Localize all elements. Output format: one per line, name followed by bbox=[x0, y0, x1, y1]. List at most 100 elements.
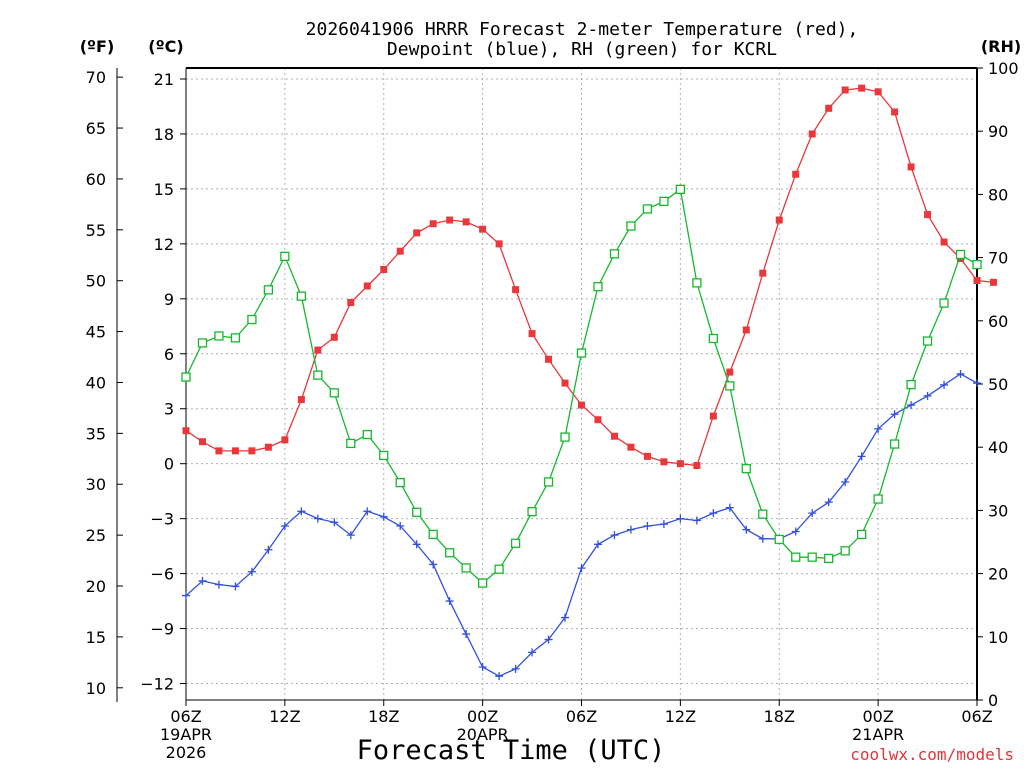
dewpoint-point bbox=[956, 369, 965, 378]
rh-tick-label: 100 bbox=[988, 59, 1019, 78]
fahrenheit-tick-label: 65 bbox=[86, 119, 106, 138]
relative-humidity-point bbox=[955, 249, 966, 260]
celsius-tick-label: 6 bbox=[164, 345, 174, 364]
time-tick-label: 19APR bbox=[160, 725, 212, 744]
dewpoint-point bbox=[808, 509, 817, 518]
2-meter-temperature-point bbox=[380, 266, 388, 274]
dewpoint-point bbox=[659, 520, 668, 529]
2-meter-temperature-point bbox=[396, 247, 404, 255]
celsius-tick-label: −12 bbox=[140, 675, 174, 694]
relative-humidity-point bbox=[379, 450, 389, 461]
rh-tick-label: 0 bbox=[988, 691, 998, 710]
2-meter-temperature-point bbox=[660, 458, 668, 466]
relative-humidity-point bbox=[906, 379, 916, 390]
celsius-tick-label: 3 bbox=[164, 400, 174, 419]
relative-humidity-point bbox=[972, 259, 982, 270]
dewpoint-point bbox=[593, 540, 602, 549]
dewpoint-point bbox=[940, 380, 949, 389]
dewpoint-point bbox=[758, 534, 767, 543]
2-meter-temperature-point bbox=[198, 438, 206, 446]
dewpoint-point bbox=[429, 560, 438, 569]
time-tick-label: 18Z bbox=[764, 707, 795, 726]
2-meter-temperature-point bbox=[545, 355, 553, 363]
dewpoint-point bbox=[725, 503, 734, 512]
relative-humidity-point bbox=[939, 298, 949, 308]
fahrenheit-unit-label: (ºF) bbox=[80, 37, 115, 56]
2-meter-temperature-point bbox=[610, 432, 618, 440]
rh-tick-label: 50 bbox=[988, 375, 1008, 394]
2-meter-temperature-point bbox=[907, 163, 915, 171]
2-meter-temperature-point bbox=[594, 416, 602, 424]
relative-humidity-point bbox=[626, 221, 636, 231]
dewpoint-point bbox=[610, 531, 619, 540]
2-meter-temperature-point bbox=[248, 447, 256, 455]
relative-humidity-point bbox=[412, 507, 422, 517]
relative-humidity-point bbox=[197, 338, 208, 348]
time-tick-label: 12Z bbox=[665, 707, 696, 726]
relative-humidity-point bbox=[346, 438, 356, 449]
dewpoint-point bbox=[462, 630, 471, 639]
rh-unit-label: (RH) bbox=[981, 37, 1021, 56]
relative-humidity-point bbox=[461, 563, 471, 573]
2-meter-temperature-point bbox=[759, 269, 767, 277]
relative-humidity-point bbox=[247, 314, 257, 325]
2-meter-temperature-point bbox=[314, 346, 322, 354]
time-tick-label: 12Z bbox=[269, 707, 300, 726]
2-meter-temperature-point bbox=[973, 276, 981, 284]
fahrenheit-tick-label: 15 bbox=[86, 628, 106, 647]
dewpoint-point bbox=[379, 512, 388, 521]
dewpoint-point bbox=[923, 391, 932, 400]
time-tick-label: 06Z bbox=[566, 707, 597, 726]
relative-humidity-point bbox=[741, 464, 751, 474]
relative-humidity-point bbox=[840, 546, 850, 556]
relative-humidity-point bbox=[313, 370, 323, 380]
2-meter-temperature-point bbox=[446, 216, 454, 224]
rh-tick-label: 20 bbox=[988, 565, 1008, 584]
rh-tick-label: 90 bbox=[988, 122, 1008, 141]
relative-humidity-point bbox=[494, 564, 504, 574]
relative-humidity-point bbox=[263, 285, 274, 295]
celsius-tick-label: 21 bbox=[154, 70, 174, 89]
data-series bbox=[181, 84, 997, 681]
2-meter-temperature-point bbox=[874, 88, 882, 96]
2-meter-temperature-point bbox=[858, 84, 866, 92]
relative-humidity-point bbox=[791, 552, 801, 562]
dewpoint-point bbox=[247, 567, 256, 576]
dewpoint-point bbox=[907, 401, 916, 410]
rh-tick-label: 80 bbox=[988, 185, 1008, 204]
dewpoint-point bbox=[396, 521, 405, 530]
x-axis-title: Forecast Time (UTC) bbox=[357, 735, 666, 766]
dewpoint-point bbox=[544, 635, 553, 644]
2-meter-temperature-point bbox=[347, 298, 355, 306]
dewpoint-point bbox=[742, 525, 751, 534]
dewpoint-point bbox=[198, 576, 207, 585]
2-meter-temperature-point bbox=[693, 462, 701, 470]
chart-title-line-1: 2026041906 HRRR Forecast 2-meter Tempera… bbox=[306, 19, 859, 40]
dewpoint-point bbox=[561, 613, 570, 622]
2-meter-temperature-point bbox=[297, 396, 305, 404]
dewpoint-point bbox=[495, 672, 504, 681]
relative-humidity-point bbox=[609, 249, 620, 259]
relative-humidity-point bbox=[774, 534, 784, 545]
dewpoint-point bbox=[874, 424, 883, 433]
celsius-tick-label: −9 bbox=[150, 620, 174, 639]
rh-tick-label: 60 bbox=[988, 312, 1008, 331]
2-meter-temperature-point bbox=[891, 108, 899, 116]
dewpoint-point bbox=[890, 410, 899, 419]
2-meter-temperature-point bbox=[940, 238, 948, 246]
dewpoint-point bbox=[626, 525, 635, 534]
time-tick-label: 20APR bbox=[457, 725, 509, 744]
dewpoint-point bbox=[824, 498, 833, 507]
celsius-tick-label: −6 bbox=[150, 565, 174, 584]
relative-humidity-point bbox=[560, 432, 570, 442]
celsius-tick-label: 0 bbox=[164, 455, 174, 474]
fahrenheit-tick-label: 50 bbox=[86, 272, 106, 291]
2-meter-temperature-point bbox=[182, 427, 190, 435]
fahrenheit-tick-label: 20 bbox=[86, 577, 106, 596]
2-meter-temperature-point bbox=[528, 330, 536, 338]
2-meter-temperature-point bbox=[841, 86, 849, 94]
relative-humidity-point bbox=[922, 336, 933, 346]
dewpoint-point bbox=[231, 582, 240, 591]
dewpoint-point bbox=[676, 514, 685, 523]
